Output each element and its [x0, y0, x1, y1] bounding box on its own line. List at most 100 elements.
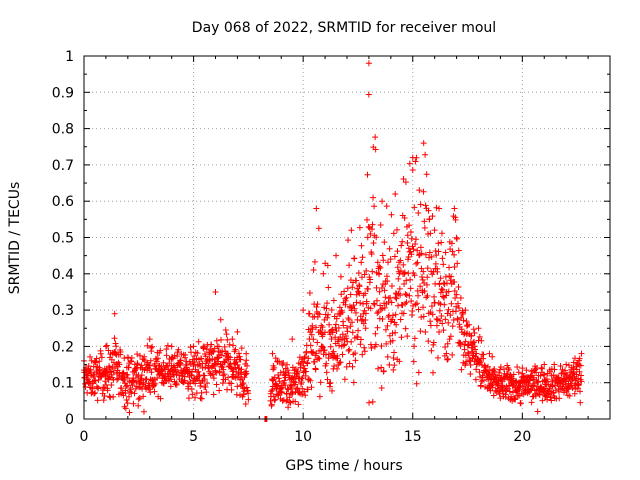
data-point: [393, 226, 400, 233]
data-point: [452, 216, 459, 223]
y-tick-label: 0.7: [52, 158, 74, 174]
data-point: [470, 339, 477, 346]
data-point: [146, 336, 153, 343]
data-point: [441, 301, 448, 308]
data-point: [347, 323, 354, 330]
grid-lines: [84, 56, 610, 419]
data-point: [338, 291, 345, 298]
data-point: [335, 324, 342, 331]
data-point: [359, 254, 366, 261]
data-point: [112, 350, 119, 357]
data-point: [409, 154, 416, 161]
data-point: [435, 248, 442, 255]
data-point: [515, 369, 522, 376]
data-point: [467, 371, 474, 378]
data-point: [445, 319, 452, 326]
data-point: [238, 366, 245, 373]
data-point: [448, 240, 455, 247]
data-point: [419, 276, 426, 283]
data-point: [349, 329, 356, 336]
data-point: [383, 340, 390, 347]
data-point: [244, 362, 251, 369]
data-point: [135, 396, 142, 403]
y-tick-label: 0.4: [52, 267, 74, 283]
data-point: [547, 394, 554, 401]
data-point: [427, 230, 434, 237]
data-point: [340, 322, 347, 329]
data-point: [415, 210, 422, 217]
data-point: [243, 370, 250, 377]
data-point: [448, 300, 455, 307]
data-point: [382, 326, 389, 333]
data-point: [206, 356, 213, 363]
data-point: [345, 347, 352, 354]
data-point: [368, 250, 375, 257]
data-point: [512, 396, 519, 403]
data-point: [408, 251, 415, 258]
data-point: [577, 362, 584, 369]
data-point: [391, 253, 398, 260]
data-point: [233, 358, 240, 365]
data-point: [418, 314, 425, 321]
data-point: [357, 300, 364, 307]
data-point: [357, 341, 364, 348]
data-point: [317, 379, 324, 386]
data-point: [429, 213, 436, 220]
data-point: [289, 364, 296, 371]
data-point: [126, 409, 133, 416]
data-point: [418, 250, 425, 257]
data-point: [108, 367, 115, 374]
data-point: [131, 390, 138, 397]
data-point: [280, 360, 287, 367]
data-point: [221, 343, 228, 350]
data-point: [382, 294, 389, 301]
data-point: [307, 377, 314, 384]
data-point: [577, 399, 584, 406]
data-point: [305, 355, 312, 362]
data-point: [103, 366, 110, 373]
data-point: [120, 370, 127, 377]
data-point: [104, 370, 111, 377]
data-point: [401, 215, 408, 222]
data-point: [438, 313, 445, 320]
data-point: [365, 60, 372, 67]
data-point: [385, 259, 392, 266]
data-point: [538, 364, 545, 371]
data-point: [105, 363, 112, 370]
data-point: [463, 318, 470, 325]
data-point: [125, 364, 132, 371]
data-point: [456, 304, 463, 311]
data-point: [375, 365, 382, 372]
data-point: [414, 247, 421, 254]
data-point: [387, 256, 394, 263]
data-point: [98, 354, 105, 361]
data-point: [442, 249, 449, 256]
data-point: [339, 331, 346, 338]
data-point: [516, 386, 523, 393]
data-point: [313, 303, 320, 310]
data-point: [363, 267, 370, 274]
data-point: [123, 396, 130, 403]
data-point: [209, 347, 216, 354]
data-point: [544, 396, 551, 403]
data-point: [182, 351, 189, 358]
data-point: [371, 203, 378, 210]
data-point: [378, 342, 385, 349]
data-point: [398, 334, 405, 341]
data-point: [534, 408, 541, 415]
data-point: [490, 392, 497, 399]
data-point: [435, 240, 442, 247]
data-point: [130, 400, 137, 407]
data-point: [223, 331, 230, 338]
data-point: [138, 362, 145, 369]
data-point: [556, 395, 563, 402]
data-point: [330, 297, 337, 304]
data-point: [134, 361, 141, 368]
data-point: [388, 211, 395, 218]
data-point: [570, 370, 577, 377]
data-point: [390, 230, 397, 237]
data-point: [327, 343, 334, 350]
data-point: [367, 276, 374, 283]
data-point: [343, 294, 350, 301]
data-point: [390, 355, 397, 362]
